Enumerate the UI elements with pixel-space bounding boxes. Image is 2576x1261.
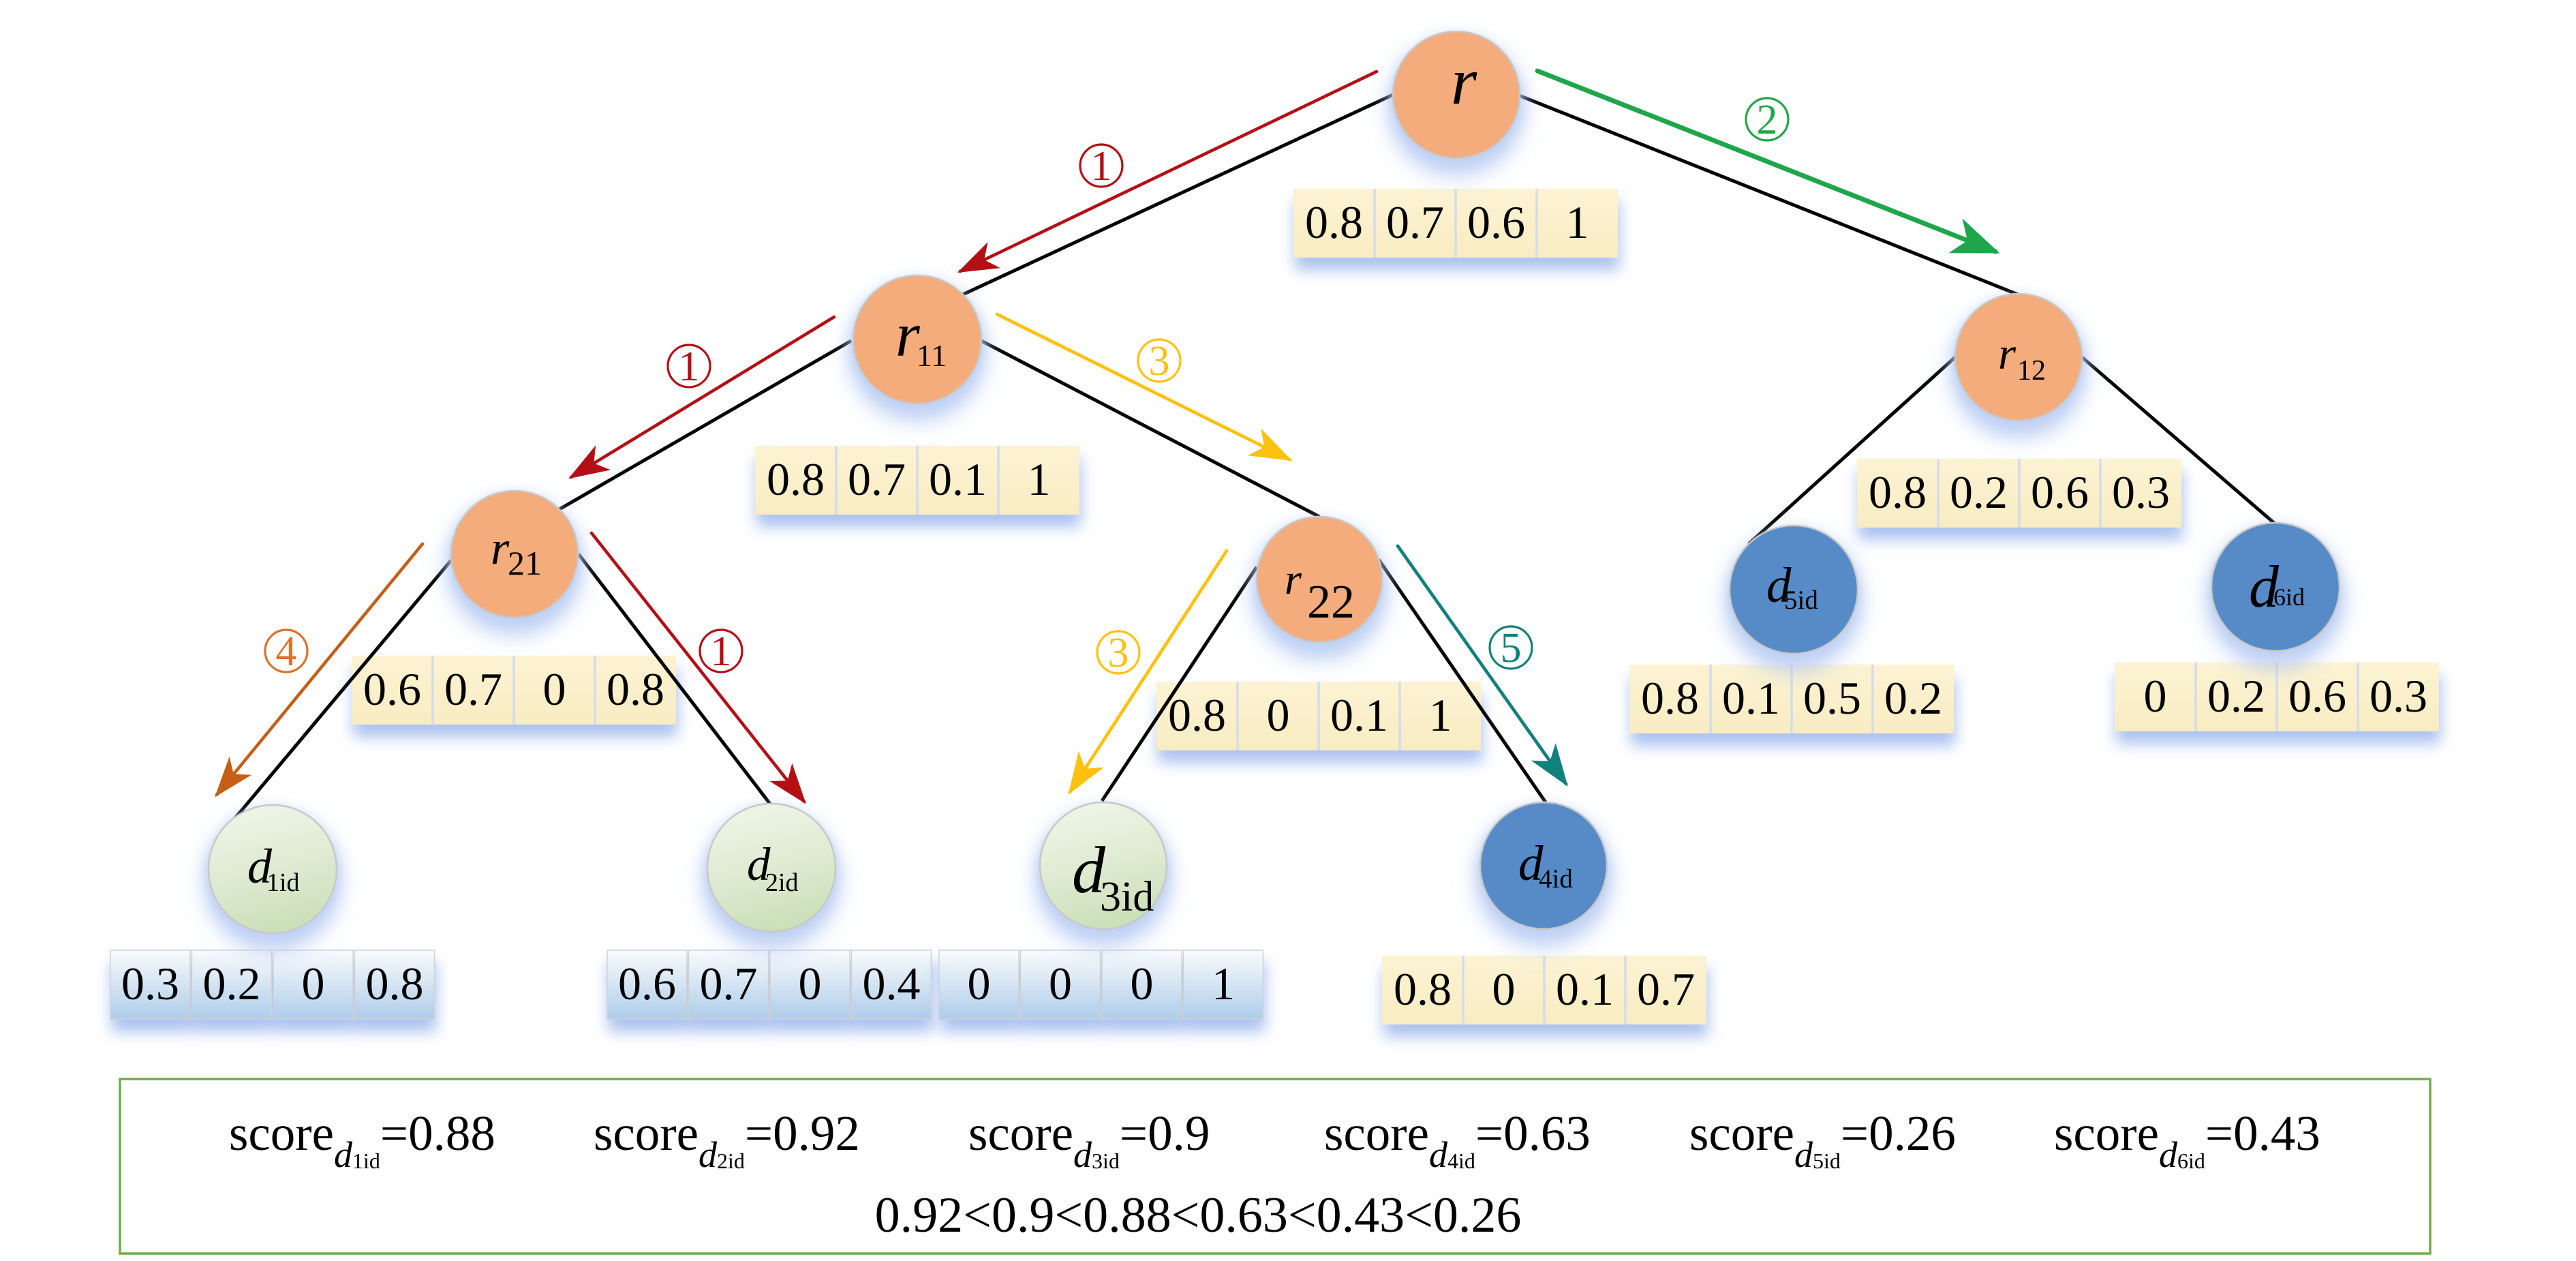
svg-text:0.7: 0.7 <box>1637 963 1695 1015</box>
svg-text:0: 0 <box>1049 958 1072 1009</box>
svg-text:1: 1 <box>679 344 700 390</box>
svg-text:d: d <box>247 839 273 894</box>
svg-text:1: 1 <box>1091 143 1112 189</box>
svg-text:r: r <box>895 300 921 369</box>
svg-text:0: 0 <box>1492 963 1516 1015</box>
svg-text:3: 3 <box>1108 630 1129 676</box>
svg-text:0: 0 <box>1267 689 1290 741</box>
svg-text:scored4id=0.63: scored4id=0.63 <box>1324 1106 1591 1175</box>
svg-text:0.7: 0.7 <box>848 453 906 505</box>
svg-text:1id: 1id <box>266 868 300 897</box>
svg-text:0: 0 <box>968 958 991 1009</box>
svg-text:0.1: 0.1 <box>1330 689 1388 741</box>
svg-text:0.2: 0.2 <box>1950 466 2008 518</box>
svg-text:r: r <box>1285 555 1302 603</box>
svg-text:21: 21 <box>508 544 542 582</box>
svg-text:12: 12 <box>2017 355 2046 386</box>
svg-text:3: 3 <box>1149 338 1170 384</box>
svg-text:0.8: 0.8 <box>1869 466 1927 518</box>
svg-text:0.2: 0.2 <box>2207 670 2265 722</box>
svg-text:0.3: 0.3 <box>2370 670 2427 722</box>
svg-text:0.7: 0.7 <box>700 958 758 1009</box>
svg-text:d: d <box>1766 558 1792 613</box>
svg-text:5: 5 <box>1501 625 1522 671</box>
svg-text:0.6: 0.6 <box>363 663 421 715</box>
svg-text:0.5: 0.5 <box>1803 672 1861 724</box>
svg-text:1: 1 <box>1566 196 1589 248</box>
svg-text:0.8: 0.8 <box>1394 963 1452 1015</box>
svg-text:0.8: 0.8 <box>1168 689 1226 741</box>
svg-text:0: 0 <box>799 958 822 1009</box>
svg-text:0.7: 0.7 <box>1386 196 1444 248</box>
svg-text:0: 0 <box>543 663 566 715</box>
svg-text:0: 0 <box>1131 958 1154 1009</box>
svg-text:0.3: 0.3 <box>121 958 179 1009</box>
svg-text:0.92<0.9<0.88<0.63<0.43<0.26: 0.92<0.9<0.88<0.63<0.43<0.26 <box>875 1187 1522 1243</box>
svg-text:0.6: 0.6 <box>618 958 676 1009</box>
svg-text:22: 22 <box>1307 576 1355 628</box>
svg-text:3id: 3id <box>1100 874 1154 920</box>
svg-text:0.2: 0.2 <box>203 958 261 1009</box>
svg-text:11: 11 <box>917 338 947 373</box>
svg-text:0: 0 <box>2144 670 2167 722</box>
svg-text:1: 1 <box>1028 453 1051 505</box>
svg-text:scored1id=0.88: scored1id=0.88 <box>229 1106 495 1175</box>
svg-text:0.1: 0.1 <box>1556 963 1614 1015</box>
svg-text:0.3: 0.3 <box>2112 466 2170 518</box>
svg-text:scored3id=0.9: scored3id=0.9 <box>968 1106 1210 1175</box>
svg-text:d: d <box>1072 834 1106 907</box>
svg-text:scored5id=0.26: scored5id=0.26 <box>1689 1106 1956 1175</box>
svg-text:2id: 2id <box>765 868 799 897</box>
svg-text:0: 0 <box>302 958 325 1009</box>
svg-text:0.6: 0.6 <box>1467 196 1525 248</box>
svg-text:5id: 5id <box>1784 586 1818 615</box>
svg-text:0.4: 0.4 <box>863 958 921 1009</box>
svg-text:0.1: 0.1 <box>929 453 987 505</box>
svg-text:0.2: 0.2 <box>1884 672 1942 724</box>
svg-text:1: 1 <box>1212 958 1235 1009</box>
svg-text:r: r <box>491 522 510 575</box>
svg-text:0.8: 0.8 <box>767 453 825 505</box>
svg-text:1: 1 <box>711 628 732 675</box>
svg-text:1: 1 <box>1429 689 1452 741</box>
svg-text:scored6id=0.43: scored6id=0.43 <box>2054 1106 2320 1175</box>
svg-text:4id: 4id <box>1539 864 1573 894</box>
svg-text:0.1: 0.1 <box>1722 672 1780 724</box>
svg-text:4: 4 <box>276 628 297 675</box>
svg-text:d: d <box>1518 836 1544 891</box>
svg-text:r: r <box>1451 45 1477 119</box>
svg-text:6id: 6id <box>2273 583 2305 611</box>
svg-text:0.7: 0.7 <box>444 663 502 715</box>
svg-text:scored2id=0.92: scored2id=0.92 <box>594 1106 860 1175</box>
svg-text:r: r <box>1998 329 2017 379</box>
svg-text:0.8: 0.8 <box>366 958 424 1009</box>
svg-text:d: d <box>2249 554 2280 620</box>
svg-text:2: 2 <box>1757 97 1778 143</box>
svg-text:0.6: 0.6 <box>2288 670 2346 722</box>
svg-text:0.8: 0.8 <box>607 663 664 715</box>
svg-text:0.8: 0.8 <box>1641 672 1699 724</box>
svg-text:d: d <box>747 838 771 890</box>
svg-text:0.6: 0.6 <box>2031 466 2089 518</box>
svg-text:0.8: 0.8 <box>1305 196 1363 248</box>
